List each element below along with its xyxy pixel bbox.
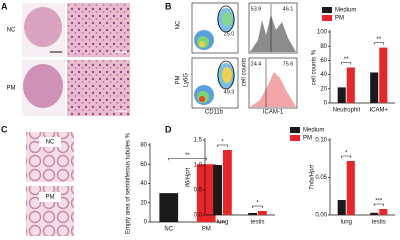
- significance-bracket: [341, 62, 352, 65]
- significance: **: [376, 37, 381, 43]
- histograms: [248, 2, 298, 109]
- bar: [346, 67, 355, 103]
- tubule-images: [26, 132, 74, 236]
- y-tick-label: 0.00: [315, 213, 327, 219]
- x-tick-label: NC: [164, 227, 173, 233]
- bar: [258, 211, 267, 215]
- row-label: NC: [176, 20, 182, 29]
- x-tick-label: lung: [217, 220, 228, 226]
- bar: [248, 213, 257, 215]
- bar: [370, 212, 379, 215]
- legend-swatch: [290, 127, 300, 133]
- significance-bracket: [217, 144, 228, 147]
- bar: [337, 87, 346, 103]
- significance-bracket: [341, 155, 352, 158]
- bar: [223, 150, 232, 215]
- significance: *: [256, 201, 259, 207]
- bar: [337, 200, 346, 215]
- y-tick-label: 0.5: [194, 188, 203, 194]
- legend-label: PM: [303, 136, 312, 142]
- gate-value: 24.4: [251, 61, 262, 67]
- bar: [196, 164, 216, 222]
- y-tick-label: 100: [317, 30, 328, 36]
- x-tick-label: testis: [372, 220, 386, 226]
- significance: *: [221, 140, 224, 146]
- panel-label: D: [165, 124, 172, 134]
- gate-value: 75.6: [283, 61, 294, 67]
- panel-label: C: [1, 124, 8, 134]
- x-tick-label: ICAM+: [369, 108, 388, 114]
- row-label: NC: [7, 28, 16, 34]
- legend-swatch: [290, 135, 300, 141]
- significance-bracket: [373, 42, 384, 45]
- axis-label: cell counts: [242, 58, 248, 86]
- y-axis-label: Tnfa/Hprt: [310, 165, 316, 190]
- bar: [379, 209, 388, 215]
- y-tick-label: 80: [140, 143, 147, 149]
- legend-swatch: [322, 15, 332, 21]
- y-tick-label: 40: [140, 181, 147, 187]
- dot-plots: [191, 2, 239, 109]
- x-tick-label: lung: [341, 220, 352, 226]
- y-tick-label: 20: [320, 86, 327, 92]
- significance: ***: [375, 199, 383, 205]
- legend-swatch: [322, 7, 332, 13]
- bar: [370, 72, 379, 103]
- y-tick-label: 0: [324, 101, 328, 107]
- y-tick-label: 0.10: [315, 138, 327, 144]
- y-tick-label: 0.05: [315, 175, 327, 181]
- y-tick-label: 1.0: [194, 163, 203, 169]
- gate-value: 46.1: [283, 6, 294, 12]
- y-tick-label: 1.5: [194, 138, 203, 144]
- y-tick-label: 0: [144, 220, 148, 226]
- significance: **: [344, 57, 349, 63]
- significance: **: [185, 153, 190, 159]
- legend-label: Medium: [303, 128, 324, 134]
- y-tick-label: 0.0: [194, 213, 203, 219]
- row-label: PM: [46, 195, 55, 201]
- x-tick-label: testis: [250, 220, 264, 226]
- legend-label: PM: [335, 16, 344, 22]
- row-label: NC: [46, 140, 55, 146]
- x-tick-label: Neutrophil: [333, 108, 360, 114]
- axis-label: Ly6G: [184, 73, 190, 87]
- y-tick-label: 40: [320, 72, 327, 78]
- histology-images: [22, 3, 130, 116]
- y-tick-label: 60: [140, 162, 147, 168]
- bar: [379, 47, 388, 103]
- significance: *: [345, 151, 348, 157]
- row-label: PM: [176, 75, 182, 84]
- bar: [346, 161, 355, 215]
- bar: [213, 165, 222, 215]
- y-tick-label: 80: [320, 44, 327, 50]
- y-axis-label: Il6/Hprt: [186, 168, 192, 188]
- significance-bracket: [252, 205, 263, 208]
- y-axis-label: Empty area of seminiferous tubules %: [126, 132, 132, 234]
- axis-label: CD11b: [205, 110, 224, 116]
- y-tick-label: 20: [140, 200, 147, 206]
- row-label: PM: [7, 86, 16, 92]
- axis-label: ICAM-1: [263, 110, 284, 116]
- y-axis-label: cell counts %: [312, 49, 318, 85]
- gate-value: 25.0: [224, 31, 235, 37]
- panel-label: B: [165, 1, 172, 11]
- significance-bracket: [168, 157, 207, 161]
- x-tick-label: PM: [202, 227, 211, 233]
- gate-value: 53.9: [251, 6, 262, 12]
- legend-label: Medium: [335, 8, 356, 14]
- significance-bracket: [373, 203, 384, 206]
- bar: [159, 193, 179, 222]
- gate-value: 49.3: [224, 89, 235, 95]
- y-tick-label: 60: [320, 58, 327, 64]
- panel-label: A: [1, 1, 8, 11]
